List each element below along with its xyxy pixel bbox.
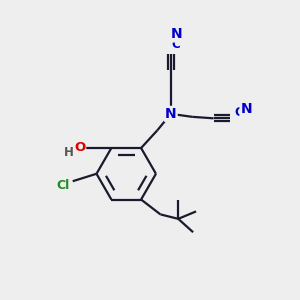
Text: C: C	[234, 106, 243, 119]
Text: H: H	[64, 146, 74, 159]
Text: O: O	[74, 141, 85, 154]
Text: N: N	[241, 102, 252, 116]
Text: Cl: Cl	[57, 179, 70, 192]
Text: N: N	[170, 28, 182, 41]
Text: C: C	[172, 38, 181, 51]
Text: N: N	[165, 107, 177, 121]
